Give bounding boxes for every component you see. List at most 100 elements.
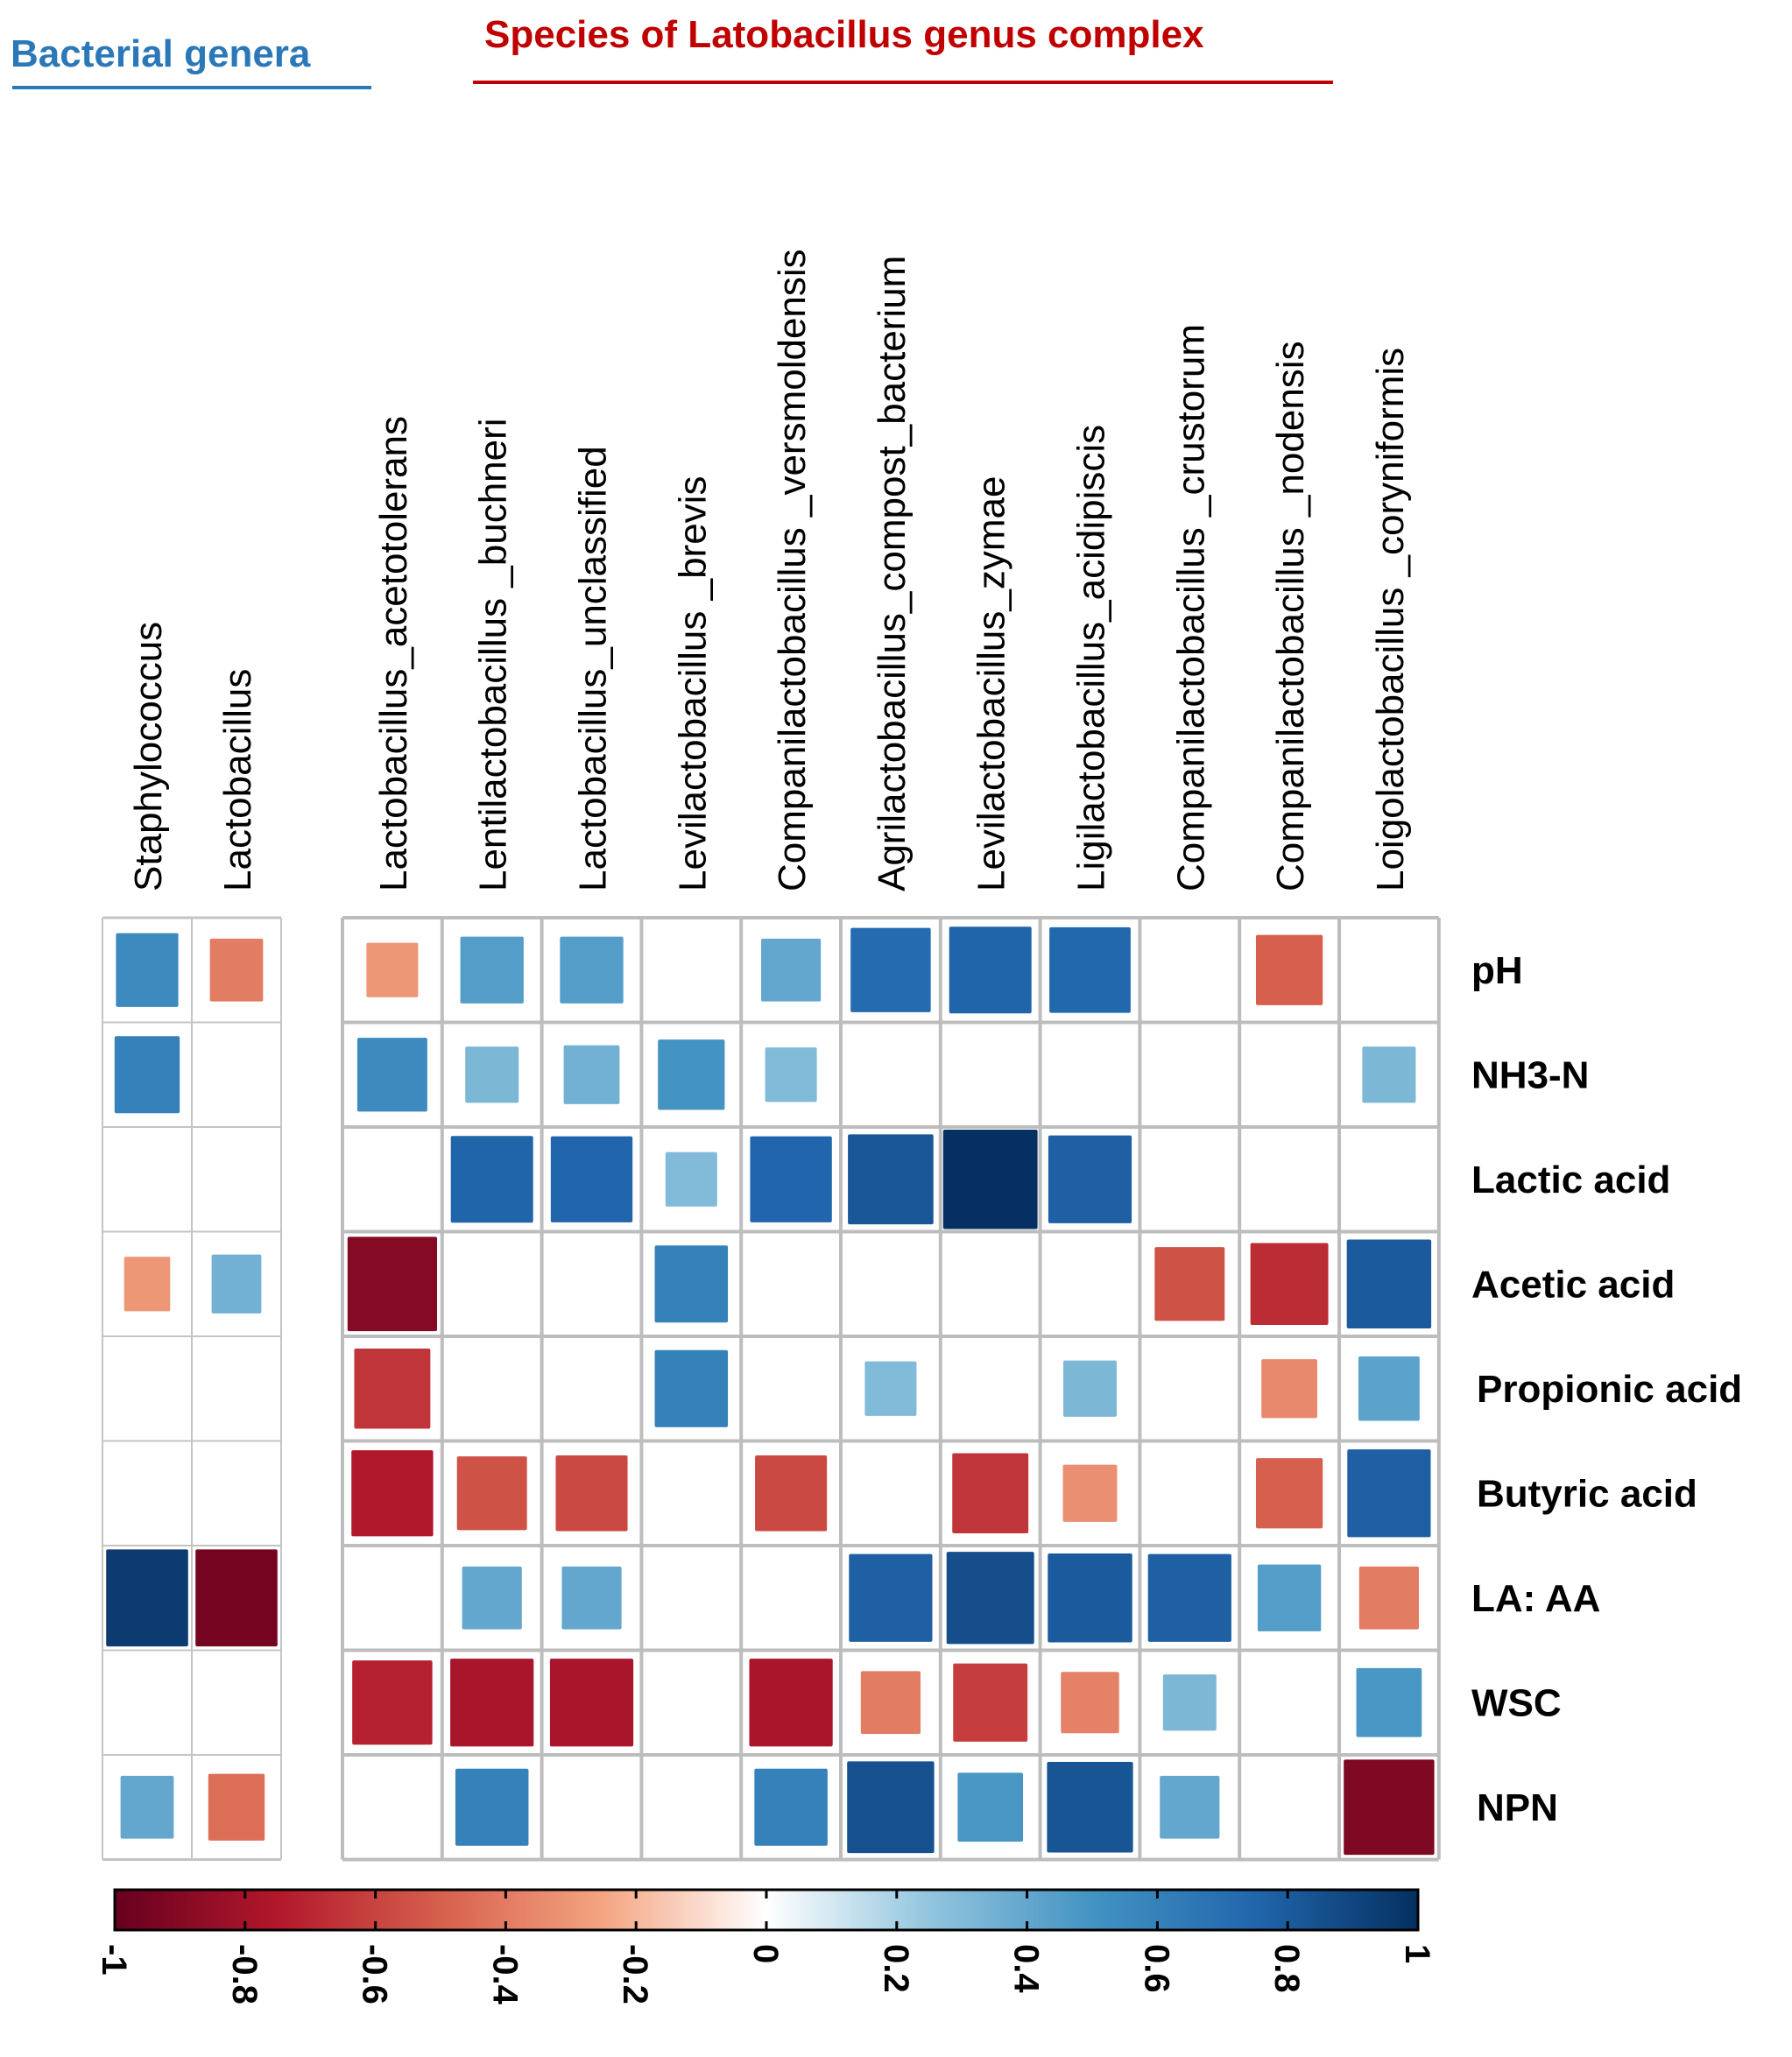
heatmap-cell — [456, 1456, 527, 1531]
colorbar-tick-label: 1 — [1398, 1944, 1436, 1963]
column-label: Lactobacillus — [216, 669, 259, 891]
heatmap-cell — [347, 1236, 438, 1332]
column-label: Lactobacillus_acetotolerans — [372, 416, 415, 891]
colorbar-tick-label: -0.6 — [356, 1944, 394, 2004]
species-grid — [341, 916, 1441, 1862]
heatmap-cell — [765, 1047, 817, 1102]
heatmap-cell — [658, 1039, 725, 1110]
colorbar-tick-labels: -1 -0.8 -0.6 -0.4 -0.2 0 0.2 0.4 0.6 0.8… — [95, 1944, 1436, 2005]
column-label: Levilactobacillus _brevis — [671, 476, 714, 891]
heatmap-cell — [450, 1659, 534, 1747]
heatmap-cell — [848, 1134, 934, 1225]
colorbar-tick-label: 0.2 — [877, 1944, 915, 1993]
column-label: Staphylococcus — [127, 622, 170, 891]
heatmap-cell — [953, 1663, 1028, 1742]
colorbar-ticks — [113, 1890, 1420, 1930]
heatmap-cell — [1160, 1775, 1220, 1839]
heatmap-cell — [849, 1553, 933, 1642]
heatmap-cell — [450, 1136, 533, 1223]
column-labels: Staphylococcus Lactobacillus Lactobacill… — [127, 249, 1412, 891]
row-label: NPN — [1477, 1786, 1558, 1829]
colorbar-tick-label: 0 — [746, 1944, 785, 1963]
heatmap-cell — [1250, 1243, 1329, 1326]
heatmap-cells — [106, 926, 1435, 1856]
heatmap-cell — [120, 1775, 174, 1839]
colorbar-tick-label: -1 — [95, 1944, 133, 1976]
heatmap-cell — [754, 1768, 828, 1846]
heatmap-cell — [209, 938, 264, 1002]
row-label: Propionic acid — [1477, 1368, 1742, 1411]
heatmap-cell — [1147, 1553, 1231, 1642]
column-label: Loigolactobacillus _coryniformis — [1369, 348, 1412, 891]
heatmap-cell — [654, 1245, 729, 1323]
heatmap-cell — [1347, 1449, 1431, 1538]
row-label: Lactic acid — [1471, 1159, 1670, 1201]
heatmap-cell — [1358, 1356, 1420, 1421]
heatmap-cell — [1061, 1672, 1119, 1734]
heatmap-cell — [750, 1136, 832, 1222]
heatmap-cell — [864, 1361, 917, 1416]
heatmap-cell — [949, 926, 1032, 1014]
genera-grid — [102, 916, 282, 1861]
heatmap-cell — [1048, 1553, 1132, 1643]
heatmap-cell — [946, 1552, 1034, 1645]
column-label: Lactobacillus_unclassified — [572, 446, 615, 891]
row-labels: pH NH3-N Lactic acid Acetic acid Propion… — [1471, 949, 1742, 1829]
colorbar-tick-label: 0.6 — [1137, 1944, 1175, 1993]
colorbar-tick-label: -0.8 — [225, 1944, 264, 2004]
heatmap-cell — [549, 1659, 634, 1747]
heatmap-cell — [1154, 1247, 1225, 1321]
column-label: Companilactobacillus _crustorum — [1169, 324, 1212, 891]
column-label: Levilactobacillus_zymae — [970, 476, 1013, 891]
heatmap-cell — [1261, 1359, 1317, 1419]
heatmap-cell — [1257, 1564, 1322, 1631]
heatmap-cell — [114, 1036, 180, 1114]
heatmap-cell — [1255, 1458, 1323, 1529]
heatmap-cell — [561, 1566, 622, 1630]
heatmap-cell — [555, 1455, 628, 1532]
heatmap-cell — [1049, 926, 1131, 1013]
colorbar-tick-label: -0.4 — [485, 1944, 524, 2005]
heatmap-cell — [123, 1257, 171, 1312]
heatmap-cell — [1356, 1667, 1422, 1737]
heatmap-cell — [1063, 1360, 1117, 1417]
heatmap-cell — [354, 1348, 431, 1429]
column-label: Companilactobacillus _versmoldensis — [771, 249, 814, 891]
heatmap-cell — [761, 938, 822, 1002]
row-label: NH3-N — [1471, 1053, 1589, 1096]
heatmap-cell — [462, 1566, 522, 1630]
heatmap-cell — [860, 1671, 921, 1735]
colorbar-tick-label: 0.8 — [1267, 1944, 1306, 1993]
heatmap-cell — [749, 1659, 833, 1747]
heatmap-cell — [352, 1660, 433, 1745]
heatmap-cell — [1344, 1759, 1435, 1856]
heatmap-cell — [366, 942, 419, 997]
colorbar-tick-label: -0.2 — [616, 1944, 654, 2004]
heatmap-cell — [455, 1768, 529, 1846]
heatmap-cell — [1362, 1046, 1416, 1103]
heatmap-cell — [560, 936, 624, 1004]
row-label: Acetic acid — [1471, 1263, 1675, 1306]
row-label: LA: AA — [1471, 1577, 1600, 1620]
colorbar-tick-label: 0.4 — [1007, 1944, 1046, 1993]
heatmap-cell — [942, 1130, 1038, 1229]
heatmap-cell — [208, 1773, 265, 1841]
heatmap-cell — [563, 1045, 620, 1104]
heatmap-cell — [847, 1761, 935, 1854]
row-label: pH — [1471, 949, 1523, 992]
heatmap-cell — [850, 927, 931, 1012]
column-label: Ligilactobacillus_acidipiscis — [1070, 425, 1113, 891]
heatmap-cell — [654, 1349, 729, 1427]
heatmap-cell — [755, 1455, 828, 1532]
heatmap-cell — [1358, 1566, 1419, 1630]
heatmap-cell — [1346, 1239, 1432, 1329]
heatmap-cell — [460, 936, 524, 1004]
column-label: Lentilactobacillus _buchneri — [472, 418, 515, 891]
heatmap-cell — [106, 1549, 188, 1647]
heatmap-cell — [1162, 1674, 1217, 1731]
column-label: Companilactobacillus _nodensis — [1269, 341, 1312, 891]
column-label: Agrilactobacillus_compost_bacterium — [871, 256, 914, 891]
heatmap-cell — [465, 1046, 519, 1103]
row-label: Butyric acid — [1477, 1472, 1697, 1515]
